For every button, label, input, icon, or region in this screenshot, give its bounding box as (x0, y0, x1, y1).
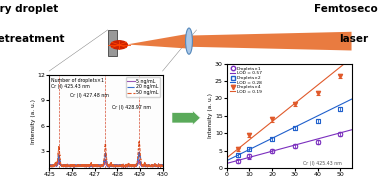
Polygon shape (119, 34, 189, 49)
20 ng/mL (47, 164, 51, 167)
50 ng/mL (146, 164, 150, 166)
50 ng/mL (123, 166, 128, 168)
Text: pretreatment: pretreatment (0, 34, 64, 44)
50 ng/mL (158, 164, 163, 167)
Legend: 5 ng/mL, 20 ng/mL, 50 ng/mL: 5 ng/mL, 20 ng/mL, 50 ng/mL (126, 77, 160, 97)
Text: Number of droplets×1: Number of droplets×1 (51, 78, 104, 83)
50 ng/mL (95, 165, 100, 167)
FancyBboxPatch shape (108, 30, 117, 56)
Line: 50 ng/mL: 50 ng/mL (49, 142, 163, 167)
20 ng/mL (95, 165, 100, 167)
Y-axis label: Intensity (a. u.): Intensity (a. u.) (31, 99, 36, 144)
20 ng/mL (67, 165, 71, 168)
Legend: Droplets×1, LOD = 0.57, Droplets×2, LOD = 0.28, Droplets×4, LOD = 0.19: Droplets×1, LOD = 0.57, Droplets×2, LOD … (229, 66, 262, 95)
Text: Cr (I) 428.97 nm: Cr (I) 428.97 nm (112, 105, 150, 110)
Text: Cr (I) 427.48 nm: Cr (I) 427.48 nm (70, 94, 108, 99)
50 ng/mL (47, 164, 51, 167)
5 ng/mL (60, 165, 64, 167)
Line: 20 ng/mL: 20 ng/mL (49, 152, 163, 167)
Ellipse shape (186, 28, 192, 54)
5 ng/mL (90, 165, 95, 167)
20 ng/mL (123, 166, 128, 168)
5 ng/mL (158, 164, 163, 167)
5 ng/mL (160, 165, 165, 167)
5 ng/mL (146, 164, 150, 166)
20 ng/mL (60, 165, 64, 167)
20 ng/mL (158, 164, 163, 167)
5 ng/mL (95, 165, 100, 167)
Polygon shape (189, 32, 352, 50)
Text: laser: laser (339, 34, 368, 44)
Text: Cr (I) 425.43 nm: Cr (I) 425.43 nm (303, 161, 341, 166)
20 ng/mL (137, 151, 141, 153)
20 ng/mL (90, 165, 95, 167)
Y-axis label: Intensity (a. u.): Intensity (a. u.) (208, 94, 213, 138)
20 ng/mL (160, 165, 165, 167)
50 ng/mL (90, 165, 95, 167)
50 ng/mL (67, 165, 71, 168)
5 ng/mL (47, 164, 51, 167)
Line: 5 ng/mL: 5 ng/mL (49, 160, 163, 167)
5 ng/mL (67, 165, 71, 168)
5 ng/mL (123, 166, 128, 168)
50 ng/mL (60, 165, 64, 167)
Text: Dry droplet: Dry droplet (0, 4, 58, 14)
5 ng/mL (103, 159, 108, 161)
20 ng/mL (146, 164, 150, 166)
Text: Femtosecond: Femtosecond (314, 4, 378, 14)
50 ng/mL (160, 165, 165, 167)
50 ng/mL (137, 141, 141, 143)
Text: Cr (I) 425.43 nm: Cr (I) 425.43 nm (51, 84, 90, 89)
Circle shape (111, 41, 127, 49)
FancyArrow shape (172, 111, 200, 125)
